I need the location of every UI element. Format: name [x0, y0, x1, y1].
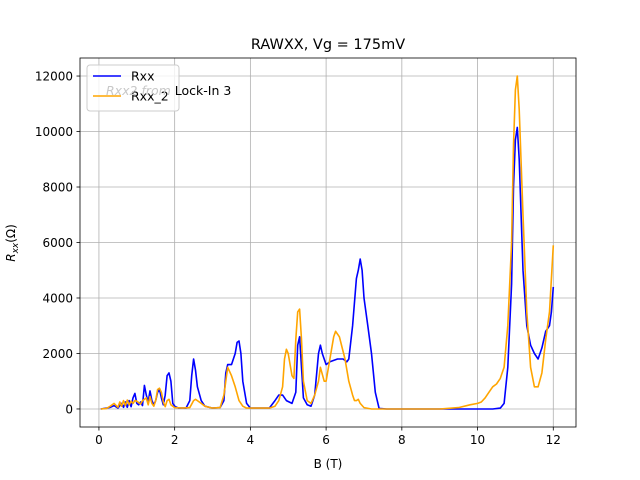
axis-ticks: 0 2 4 6 8 10 12 0 2000 4000 6000 8000 10000 12000 — [35, 69, 561, 447]
grid-lines — [80, 58, 576, 427]
x-tick-label: 12 — [546, 433, 561, 447]
legend: Rxx Rxx_2 — [86, 64, 180, 112]
chart-title: RAWXX, Vg = 175mV — [251, 37, 405, 53]
y-tick-label: 6000 — [42, 236, 73, 250]
x-tick-label: 0 — [95, 433, 103, 447]
x-tick-label: 10 — [470, 433, 485, 447]
legend-label: Rxx — [131, 69, 154, 84]
y-tick-label: 8000 — [42, 180, 73, 194]
x-tick-label: 8 — [398, 433, 406, 447]
x-tick-label: 6 — [322, 433, 330, 447]
y-tick-label: 4000 — [42, 291, 73, 305]
x-tick-label: 2 — [171, 433, 179, 447]
x-axis-label: B (T) — [314, 457, 343, 471]
series-group — [100, 75, 555, 410]
y-tick-label: 2000 — [42, 347, 73, 361]
x-tick-label: 4 — [247, 433, 255, 447]
y-tick-label: 10000 — [35, 125, 73, 139]
y-tick-label: 12000 — [35, 69, 73, 83]
legend-label: Rxx_2 — [131, 89, 169, 104]
y-tick-label: 0 — [65, 402, 73, 416]
series-line-rxx-2 — [100, 75, 555, 410]
annotation-label: Rxx2 from Lock-In 3 — [106, 83, 231, 98]
y-axis-label: Rxx(Ω) — [4, 224, 21, 262]
series-line-rxx — [100, 126, 555, 410]
